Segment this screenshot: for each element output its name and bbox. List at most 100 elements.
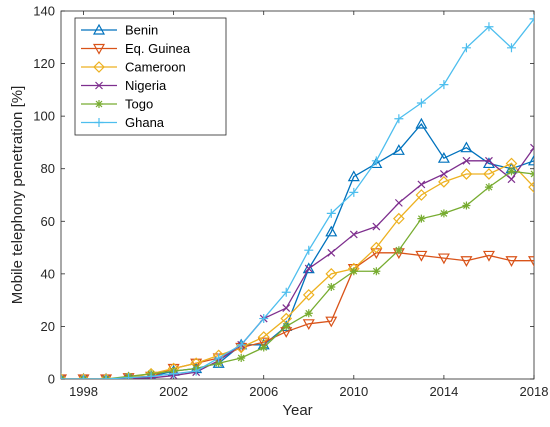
series-line xyxy=(61,162,534,379)
x-tick-label: 1998 xyxy=(69,384,98,399)
data-point xyxy=(393,212,405,225)
legend-item: Benin xyxy=(81,23,158,38)
data-point xyxy=(483,168,495,180)
data-point xyxy=(259,314,269,324)
data-point xyxy=(460,141,473,153)
x-tick-label: 2006 xyxy=(249,384,278,399)
data-point xyxy=(327,283,336,291)
data-point xyxy=(259,343,268,352)
data-point xyxy=(302,289,315,301)
legend-marker xyxy=(92,43,106,55)
data-point xyxy=(325,316,338,328)
legend: Benin Eq. Guinea Cameroon Nigeria Togo Ghana xyxy=(74,17,227,136)
data-point xyxy=(282,304,291,312)
data-point xyxy=(527,154,534,166)
legend-item: Eq. Guinea xyxy=(81,41,191,56)
legend-item: Cameroon xyxy=(81,60,186,75)
data-point xyxy=(325,268,338,280)
data-point xyxy=(214,353,224,363)
data-point xyxy=(505,256,518,267)
y-tick-label: 120 xyxy=(33,56,55,71)
data-point xyxy=(482,250,495,262)
legend-label: Ghana xyxy=(125,115,165,130)
data-point xyxy=(439,80,449,90)
data-point xyxy=(461,43,471,53)
y-tick-label: 100 xyxy=(33,109,55,124)
data-point xyxy=(349,230,358,239)
x-tick-label: 2014 xyxy=(429,384,458,399)
data-point xyxy=(370,241,383,254)
data-point xyxy=(507,175,516,184)
data-point xyxy=(439,170,448,178)
data-point xyxy=(235,341,248,354)
data-point xyxy=(281,287,291,297)
data-point xyxy=(438,176,450,188)
data-point xyxy=(484,183,493,192)
series-line xyxy=(61,170,534,379)
legend-marker xyxy=(95,100,103,108)
data-point xyxy=(304,264,313,273)
data-point xyxy=(394,198,403,207)
legend-marker xyxy=(95,81,103,90)
data-point xyxy=(124,373,134,379)
x-tick-label: 2018 xyxy=(520,384,549,399)
data-point xyxy=(484,22,494,32)
y-tick-label: 0 xyxy=(48,372,55,387)
data-point xyxy=(326,208,336,218)
legend-label: Nigeria xyxy=(125,78,167,93)
data-point xyxy=(79,374,89,379)
y-tick-label: 140 xyxy=(33,4,55,19)
data-point xyxy=(460,256,473,267)
data-point xyxy=(282,322,291,331)
data-point xyxy=(528,181,534,193)
data-point xyxy=(372,267,381,276)
x-axis-label: Year xyxy=(282,402,312,419)
data-point xyxy=(61,373,67,379)
data-point xyxy=(169,369,179,379)
data-point xyxy=(529,14,534,24)
data-point xyxy=(349,187,359,197)
data-point xyxy=(485,156,493,165)
data-point xyxy=(302,262,315,274)
data-point xyxy=(347,170,360,182)
y-tick-label: 20 xyxy=(41,319,55,334)
legend-item: Ghana xyxy=(81,115,165,130)
data-point xyxy=(437,151,450,163)
legend-label: Togo xyxy=(125,97,153,112)
data-point xyxy=(417,180,426,189)
legend-marker xyxy=(94,118,104,127)
series-ghana xyxy=(61,14,534,379)
data-point xyxy=(394,246,403,255)
legend-item: Nigeria xyxy=(81,78,167,93)
y-tick-label: 80 xyxy=(41,161,55,176)
data-point xyxy=(462,156,471,165)
legend-marker xyxy=(92,23,106,35)
y-tick-label: 60 xyxy=(41,214,55,229)
data-point xyxy=(371,156,381,166)
data-point xyxy=(460,168,473,180)
x-tick-label: 2002 xyxy=(159,384,188,399)
series-line xyxy=(61,18,534,379)
axes: 1998 2002 2006 2010 2014 2018 0 20 40 60 80 100 120 1… xyxy=(33,4,548,400)
data-point xyxy=(101,374,111,379)
data-point xyxy=(462,201,471,210)
data-point xyxy=(191,366,201,376)
data-point xyxy=(370,248,383,260)
legend-box xyxy=(74,17,227,136)
series-line xyxy=(61,147,534,379)
y-axis-label: Mobile telephony penetration [%] xyxy=(9,86,26,304)
legend-label: Cameroon xyxy=(125,60,186,75)
series-layer xyxy=(61,14,534,379)
data-point xyxy=(527,256,534,267)
legend-label: Benin xyxy=(125,23,158,38)
data-point xyxy=(416,98,426,108)
data-point xyxy=(417,214,426,223)
data-point xyxy=(327,248,336,257)
data-point xyxy=(530,143,534,152)
data-point xyxy=(415,189,428,201)
data-point xyxy=(214,359,223,368)
legend-marker xyxy=(93,61,105,73)
data-point xyxy=(257,331,270,343)
data-point xyxy=(146,371,156,379)
